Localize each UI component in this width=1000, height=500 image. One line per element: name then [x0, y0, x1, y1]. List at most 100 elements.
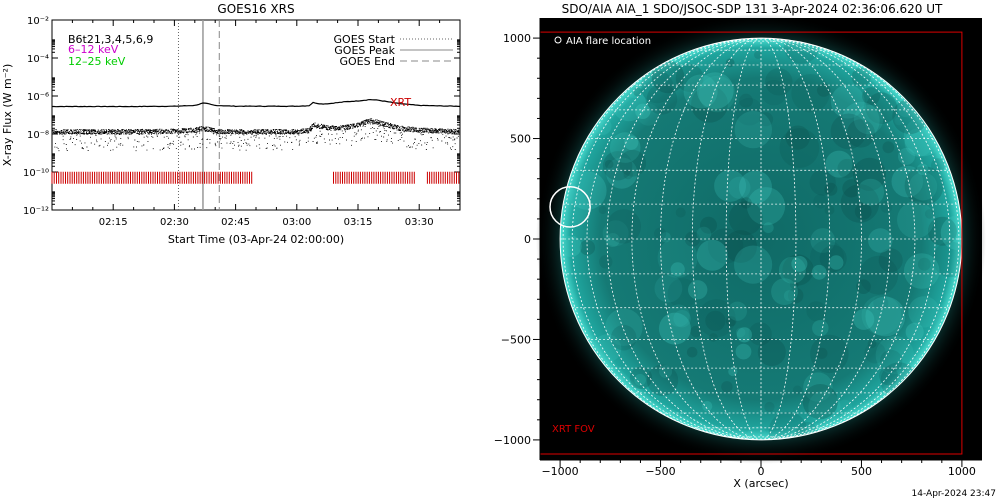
aia-x-axis: −1000 −500 0 500 1000 — [540, 459, 982, 478]
lightcurve-y-axis: 10⁻¹² 10⁻¹⁰ 10⁻⁸ 10⁻⁶ 10⁻⁴ 10⁻² — [23, 16, 460, 217]
disk-texture-blob — [736, 327, 753, 343]
disk-texture-blob — [853, 308, 875, 330]
aia-x-tick-label: −500 — [645, 465, 675, 478]
disk-texture-blob — [859, 255, 899, 295]
disk-texture-blob — [862, 87, 881, 106]
disk-texture-blob — [791, 74, 830, 113]
disk-texture-blob — [768, 411, 808, 440]
channel-list-label: B6t21,3,4,5,6,9 — [68, 33, 153, 46]
disk-texture-blob — [810, 228, 836, 253]
disk-texture-blob — [806, 301, 827, 322]
disk-texture-blob — [697, 299, 736, 338]
disk-texture-blob — [897, 201, 935, 239]
disk-texture-blob — [727, 301, 748, 321]
disk-texture-blob — [788, 287, 804, 304]
grid-longitude-line — [760, 38, 862, 440]
disk-texture-blob — [746, 187, 786, 226]
disk-texture-blob — [854, 203, 872, 220]
disk-texture-blob — [761, 80, 787, 106]
disk-texture-blob — [783, 38, 820, 64]
disk-texture-blob — [654, 227, 667, 240]
disk-texture-blob — [879, 349, 903, 373]
disk-texture-blob — [619, 149, 647, 177]
disk-texture-blob — [602, 220, 629, 247]
disk-texture-blob — [568, 171, 607, 210]
disk-texture-blob — [696, 72, 734, 109]
disk-texture-blob — [759, 112, 774, 127]
disk-texture-blob — [599, 255, 613, 269]
x-tick-label: 02:45 — [221, 217, 250, 228]
lightcurve-series — [52, 98, 460, 152]
x-tick-label: 02:30 — [160, 217, 189, 228]
aia-y-axis: −1000 −500 0 500 1000 — [494, 18, 541, 460]
x-tick-label: 02:15 — [99, 217, 128, 228]
xrt-fov-label: XRT FOV — [552, 424, 595, 435]
xrt-coverage-interval — [333, 171, 415, 184]
disk-texture-blob — [673, 310, 691, 328]
grid-longitude-line — [760, 38, 891, 440]
legend-goes-end-label: GOES End — [339, 55, 395, 68]
disk-texture-blob — [778, 256, 806, 284]
disk-texture-blob — [635, 103, 651, 120]
aia-x-label: X (arcsec) — [733, 477, 788, 490]
disk-texture-blob — [765, 68, 793, 96]
disk-texture-blob — [604, 159, 614, 169]
heliographic-grid — [560, 38, 962, 440]
disk-texture-blob — [764, 401, 775, 413]
lightcurve-title: GOES16 XRS — [217, 2, 294, 16]
disk-texture-blob — [700, 216, 717, 234]
disk-texture-blob — [735, 327, 746, 338]
grid-longitude-line — [760, 38, 797, 440]
grid-longitude-line — [725, 38, 762, 440]
disk-texture-blob — [898, 147, 915, 165]
disk-texture-blob — [865, 296, 906, 337]
disk-texture-blob — [829, 255, 844, 270]
disk-texture-blob — [640, 70, 674, 104]
disk-texture-blob — [707, 228, 744, 264]
disk-texture-blob — [782, 254, 814, 286]
grid-longitude-line — [562, 38, 762, 440]
grid-longitude-line — [586, 38, 762, 440]
disk-texture-blob — [735, 343, 752, 360]
disk-texture-blob — [734, 245, 773, 284]
disk-texture-blob — [705, 310, 726, 331]
grid-longitude-line — [631, 38, 762, 440]
aia-image-title: SDO/AIA AIA_1 SDO/JSOC-SDP 131 3-Apr-202… — [562, 2, 943, 16]
aia-legend-label: AIA flare location — [566, 36, 651, 47]
disk-texture-blob — [623, 169, 633, 180]
disk-texture-blob — [702, 401, 713, 412]
disk-texture-blob — [690, 325, 702, 338]
disk-texture-blob — [734, 110, 772, 149]
disk-texture-blob — [606, 209, 641, 244]
disk-texture-blob — [812, 319, 829, 337]
channel-label-12-25kev: 12–25 keV — [68, 55, 126, 68]
aia-x-tick-label: 0 — [758, 465, 765, 478]
disk-texture-blob — [867, 339, 877, 349]
disk-texture-blob — [660, 232, 671, 243]
disk-texture-blob — [891, 165, 924, 198]
disk-texture-blob — [634, 374, 646, 386]
y-tick-label: 10⁻⁴ — [27, 54, 49, 65]
grid-longitude-line — [760, 38, 831, 440]
disk-texture-blob — [683, 74, 718, 109]
disk-texture-blob — [598, 206, 607, 214]
disk-texture-blob — [593, 334, 622, 363]
disk-texture-blob — [808, 390, 841, 423]
disk-texture-blob — [904, 166, 944, 206]
disk-texture-blob — [846, 119, 875, 148]
series-short-channel-dots — [52, 118, 460, 152]
disk-texture-blob — [721, 381, 733, 393]
disk-texture-blob — [728, 366, 738, 377]
disk-texture-blob — [917, 257, 931, 271]
disk-texture-blob — [629, 366, 653, 389]
disk-texture-blob — [688, 280, 708, 300]
y-tick-label: 10⁻¹² — [23, 206, 49, 217]
xrt-annotation-label: XRT — [390, 96, 411, 109]
lightcurve-legend: GOES Start GOES Peak GOES End — [334, 33, 453, 68]
disk-texture-blob — [739, 93, 753, 108]
disk-texture-blob — [824, 182, 838, 196]
disk-texture-blob — [840, 184, 880, 223]
aia-x-tick-label: 500 — [851, 465, 872, 478]
disk-texture-blob — [789, 280, 799, 290]
aia-y-tick-label: 1000 — [503, 32, 531, 45]
